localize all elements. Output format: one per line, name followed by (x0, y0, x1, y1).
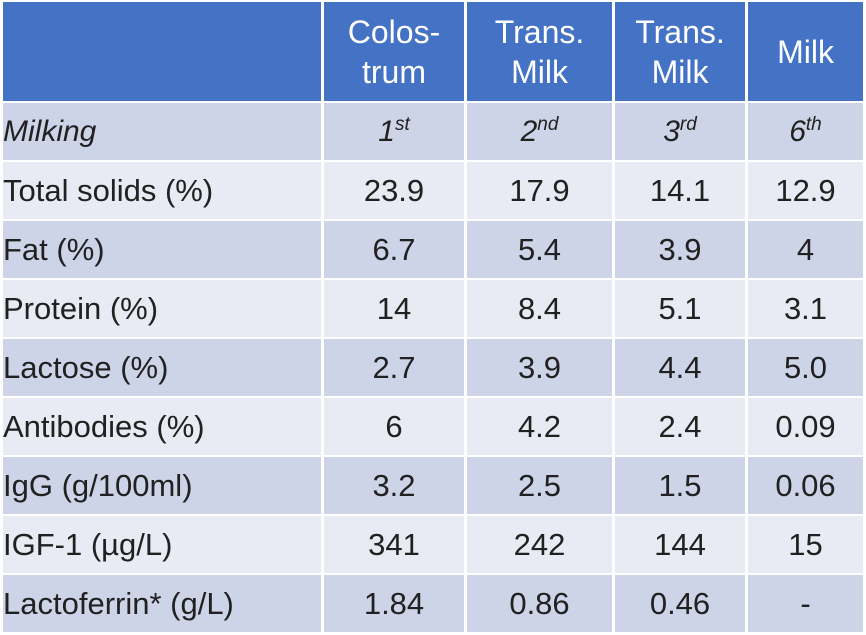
table-row-igg: IgG (g/100ml) 3.2 2.5 1.5 0.06 (3, 457, 863, 514)
value-cell: 0.46 (615, 575, 745, 632)
column-header-trans-milk-1: Trans. Milk (467, 2, 612, 101)
value-cell: 3.9 (615, 221, 745, 278)
ordinal-suffix: nd (537, 113, 559, 135)
value-cell: 1.5 (615, 457, 745, 514)
row-label: Antibodies (%) (3, 398, 321, 455)
value-cell: 3.2 (324, 457, 464, 514)
value-cell: 3rd (615, 103, 745, 160)
value-cell: 17.9 (467, 162, 612, 219)
ordinal-suffix: st (394, 113, 410, 135)
table-header-row: Colos- trum Trans. Milk Trans. Milk Milk (3, 2, 863, 101)
value-cell: 2.4 (615, 398, 745, 455)
column-header-milk: Milk (748, 2, 863, 101)
row-label: Lactoferrin* (g/L) (3, 575, 321, 632)
row-label: Total solids (%) (3, 162, 321, 219)
row-label: Fat (%) (3, 221, 321, 278)
value-cell: 14.1 (615, 162, 745, 219)
value-cell: 4.4 (615, 339, 745, 396)
row-label: IGF-1 (µg/L) (3, 516, 321, 573)
value-cell: 15 (748, 516, 863, 573)
row-label: Lactose (%) (3, 339, 321, 396)
value-cell: - (748, 575, 863, 632)
value-cell: 23.9 (324, 162, 464, 219)
value-cell: 12.9 (748, 162, 863, 219)
value-cell: 6th (748, 103, 863, 160)
ordinal-suffix: rd (679, 113, 697, 135)
value-cell: 6.7 (324, 221, 464, 278)
value-cell: 4.2 (467, 398, 612, 455)
value-cell: 3.9 (467, 339, 612, 396)
table-row-igf1: IGF-1 (µg/L) 341 242 144 15 (3, 516, 863, 573)
value-cell: 1.84 (324, 575, 464, 632)
table-row-lactoferrin: Lactoferrin* (g/L) 1.84 0.86 0.46 - (3, 575, 863, 632)
value-cell: 242 (467, 516, 612, 573)
value-cell: 0.09 (748, 398, 863, 455)
table-row-antibodies: Antibodies (%) 6 4.2 2.4 0.09 (3, 398, 863, 455)
ordinal-suffix: th (805, 113, 822, 135)
column-header-colostrum: Colos- trum (324, 2, 464, 101)
row-label: Milking (3, 103, 321, 160)
value-cell: 14 (324, 280, 464, 337)
value-cell: 144 (615, 516, 745, 573)
table-row-milking: Milking 1st 2nd 3rd 6th (3, 103, 863, 160)
value-cell: 341 (324, 516, 464, 573)
value-cell: 8.4 (467, 280, 612, 337)
value-cell: 2nd (467, 103, 612, 160)
value-cell: 5.4 (467, 221, 612, 278)
column-header-trans-milk-2: Trans. Milk (615, 2, 745, 101)
value-cell: 3.1 (748, 280, 863, 337)
value-cell: 1st (324, 103, 464, 160)
value-cell: 6 (324, 398, 464, 455)
value-cell: 2.5 (467, 457, 612, 514)
table-row-lactose: Lactose (%) 2.7 3.9 4.4 5.0 (3, 339, 863, 396)
value-cell: 5.0 (748, 339, 863, 396)
row-label: Protein (%) (3, 280, 321, 337)
table-row-protein: Protein (%) 14 8.4 5.1 3.1 (3, 280, 863, 337)
value-cell: 5.1 (615, 280, 745, 337)
value-cell: 2.7 (324, 339, 464, 396)
row-label: IgG (g/100ml) (3, 457, 321, 514)
value-cell: 0.86 (467, 575, 612, 632)
value-cell: 4 (748, 221, 863, 278)
header-corner-cell (3, 2, 321, 101)
value-cell: 0.06 (748, 457, 863, 514)
table-row-fat: Fat (%) 6.7 5.4 3.9 4 (3, 221, 863, 278)
table-row-total-solids: Total solids (%) 23.9 17.9 14.1 12.9 (3, 162, 863, 219)
